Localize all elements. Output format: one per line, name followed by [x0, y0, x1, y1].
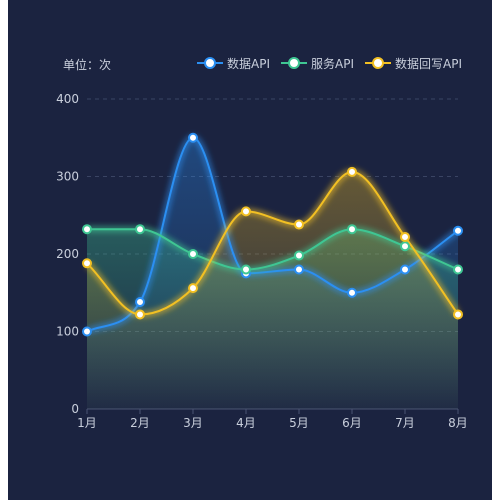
data-point-writeback-api: [294, 219, 304, 230]
x-tick-label: 8月: [448, 416, 468, 430]
legend-label-service-api: 服务API: [311, 56, 354, 71]
data-point-service-api: [347, 224, 357, 235]
data-point-service-api: [400, 241, 410, 252]
data-point-writeback-api: [188, 283, 198, 294]
data-point-service-api: [82, 224, 92, 235]
data-point-service-api: [294, 250, 304, 261]
data-point-data-api: [188, 132, 198, 143]
x-tick-label: 1月: [77, 416, 97, 430]
unit-label: 单位：次: [63, 58, 112, 72]
data-point-service-api: [135, 224, 145, 235]
data-point-data-api: [82, 326, 92, 337]
data-point-writeback-api: [135, 309, 145, 320]
data-point-service-api: [241, 264, 251, 275]
legend-swatch-data-api: [197, 57, 223, 69]
legend-item-data-api[interactable]: 数据API: [197, 54, 270, 72]
y-tick-label: 400: [56, 92, 79, 106]
data-point-writeback-api: [82, 258, 92, 269]
legend-item-writeback-api[interactable]: 数据回写API: [365, 54, 462, 72]
y-tick-label: 300: [56, 170, 79, 184]
y-tick-label: 0: [71, 402, 79, 416]
legend-item-service-api[interactable]: 服务API: [281, 54, 354, 72]
legend-label-writeback-api: 数据回写API: [395, 56, 462, 71]
data-point-service-api: [453, 264, 463, 275]
x-tick-label: 4月: [236, 416, 256, 430]
x-tick-label: 6月: [342, 416, 362, 430]
y-tick-label: 200: [56, 247, 79, 261]
data-point-data-api: [400, 264, 410, 275]
x-tick-label: 2月: [130, 416, 150, 430]
data-point-writeback-api: [347, 166, 357, 177]
x-tick-label: 7月: [395, 416, 415, 430]
data-point-writeback-api: [241, 206, 251, 217]
legend-swatch-writeback-api: [365, 57, 391, 69]
data-point-data-api: [347, 287, 357, 298]
data-point-service-api: [188, 249, 198, 259]
data-point-writeback-api: [453, 309, 463, 320]
x-tick-label: 3月: [183, 416, 203, 430]
x-tick-label: 5月: [289, 416, 309, 430]
legend-swatch-service-api: [281, 57, 307, 69]
data-point-writeback-api: [400, 231, 410, 242]
data-point-data-api: [453, 225, 463, 236]
data-point-data-api: [294, 264, 304, 275]
legend-label-data-api: 数据API: [227, 56, 270, 71]
y-tick-label: 100: [56, 325, 79, 339]
data-point-data-api: [135, 297, 145, 308]
